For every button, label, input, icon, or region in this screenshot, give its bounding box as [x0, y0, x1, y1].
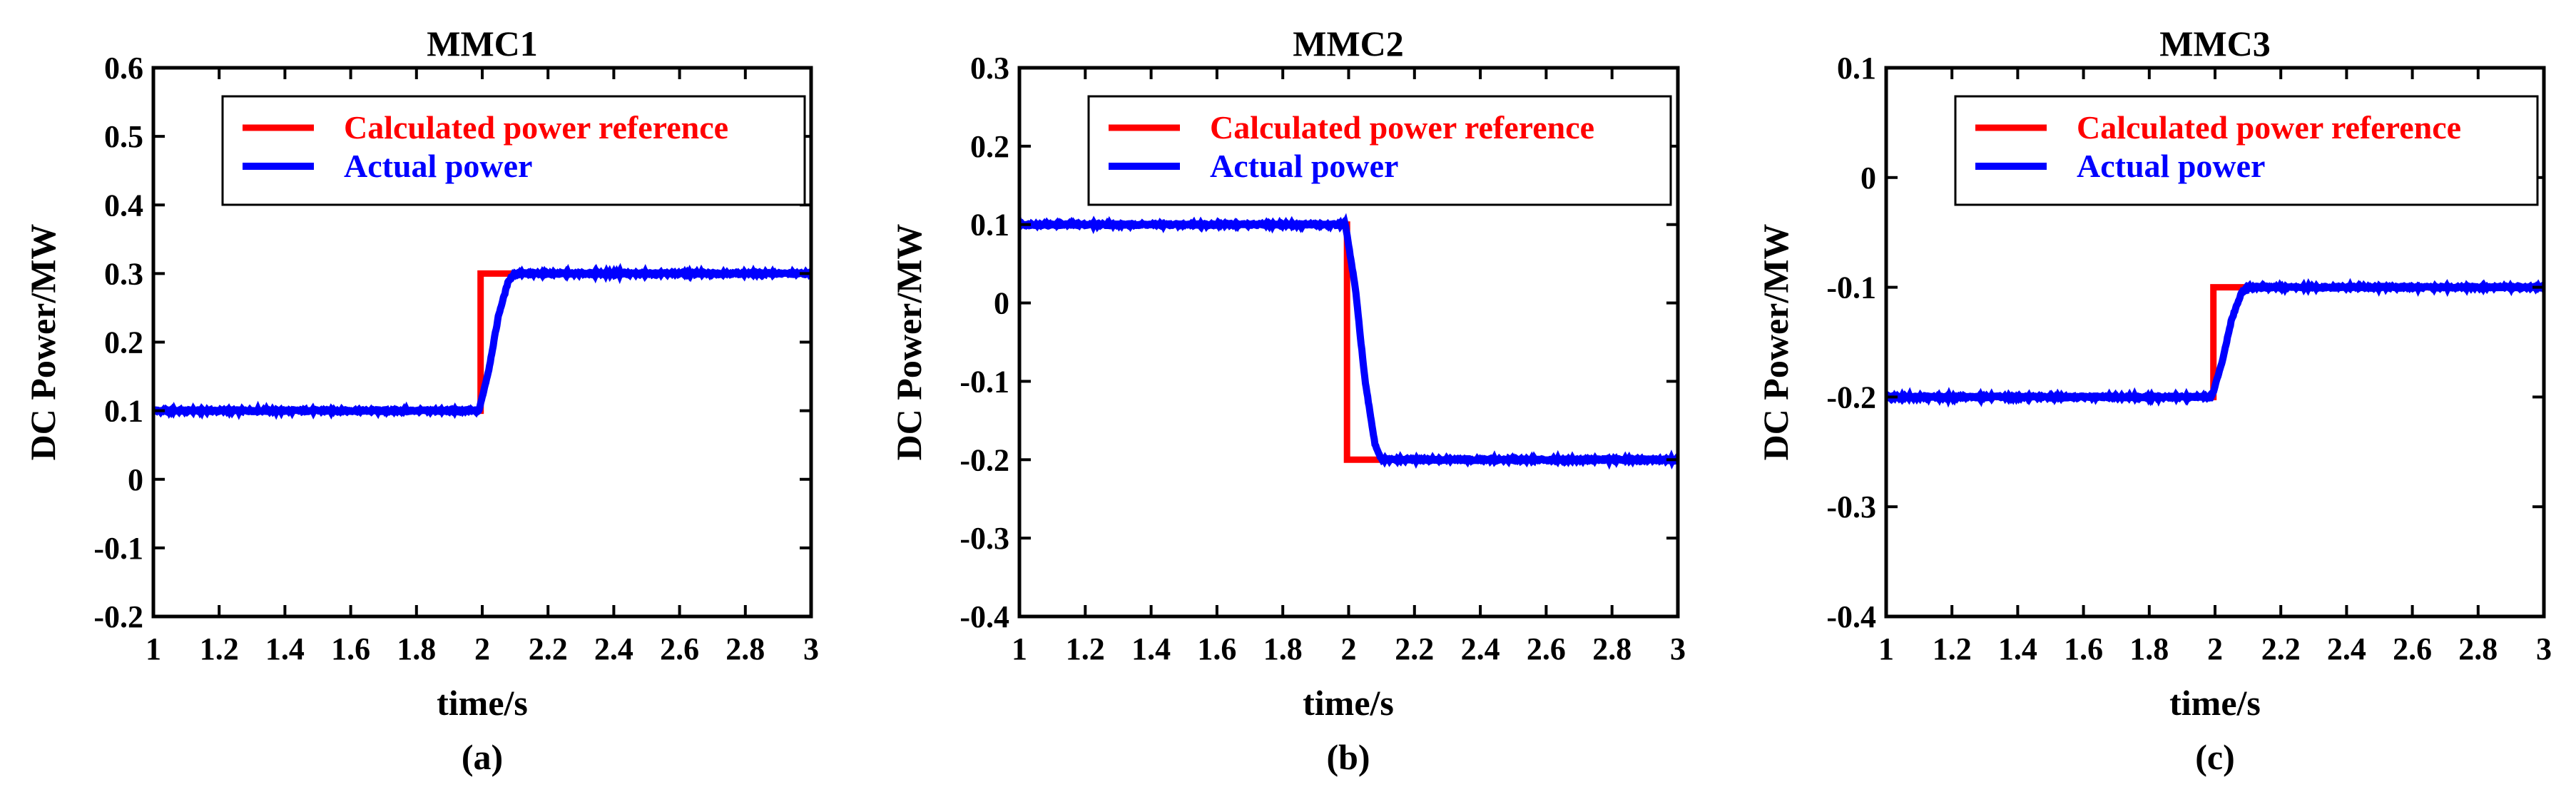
- x-tick-label: 2.6: [1527, 631, 1566, 666]
- panel-label: (a): [462, 737, 503, 777]
- chart-title: MMC2: [1293, 24, 1404, 64]
- x-tick-label: 2: [2207, 631, 2223, 666]
- x-tick-label: 2.8: [1592, 631, 1631, 666]
- series-line-actual: [1019, 213, 1678, 470]
- x-tick-label: 1.8: [2129, 631, 2169, 666]
- panel-label: (c): [2195, 737, 2235, 777]
- y-tick-label: -0.4: [1826, 599, 1876, 634]
- y-tick-label: -0.3: [1826, 489, 1876, 524]
- x-tick-label: 1.8: [1263, 631, 1303, 666]
- y-tick-label: 0.3: [104, 256, 143, 291]
- x-tick-label: 2.2: [529, 631, 568, 666]
- x-tick-label: 1.6: [1197, 631, 1236, 666]
- x-tick-label: 1.2: [1933, 631, 1972, 666]
- x-tick-label: 1.4: [1998, 631, 2037, 666]
- x-tick-label: 2.4: [594, 631, 633, 666]
- y-tick-label: 0.5: [104, 119, 143, 154]
- series-line-actual: [153, 263, 811, 420]
- y-tick-label: 0.1: [970, 208, 1009, 243]
- y-tick-label: -0.2: [1826, 380, 1876, 415]
- y-tick-label: -0.2: [93, 599, 143, 634]
- legend-label: Calculated power reference: [344, 109, 728, 146]
- x-tick-label: 1.6: [2064, 631, 2103, 666]
- legend-label: Actual power: [1210, 148, 1398, 184]
- x-tick-label: 2.4: [2327, 631, 2366, 666]
- x-tick-label: 1.8: [397, 631, 436, 666]
- y-tick-label: -0.3: [959, 521, 1009, 556]
- y-tick-label: 0: [128, 462, 143, 497]
- y-tick-label: 0.1: [104, 394, 143, 429]
- x-tick-label: 2.4: [1461, 631, 1500, 666]
- panel-label: (b): [1326, 737, 1370, 777]
- y-axis-label: DC Power/MW: [23, 224, 63, 461]
- chart-panel-1: 1 1.2 1.4 1.6 1.8 2 2.2 2.4 2.6 2.8 3 -0.2 -0.1 0 0.1 0…: [23, 24, 819, 777]
- y-tick-label: 0.2: [970, 129, 1009, 164]
- x-tick-label: 1: [146, 631, 161, 666]
- legend-box: [1087, 95, 1672, 206]
- x-tick-label: 1.2: [1066, 631, 1105, 666]
- legend-box: [221, 95, 806, 206]
- x-axis-label: time/s: [1303, 683, 1394, 723]
- y-axis-label: DC Power/MW: [1756, 224, 1796, 461]
- y-axis-label: DC Power/MW: [889, 224, 929, 461]
- x-tick-label: 1.4: [1131, 631, 1171, 666]
- x-axis-label: time/s: [437, 683, 528, 723]
- x-tick-label: 2.2: [1395, 631, 1434, 666]
- x-tick-label: 2.8: [2458, 631, 2498, 666]
- y-tick-label: 0.2: [104, 325, 143, 360]
- x-tick-label: 2.8: [726, 631, 765, 666]
- x-tick-label: 2.2: [2261, 631, 2301, 666]
- x-tick-label: 2.6: [660, 631, 699, 666]
- x-tick-label: 2: [1341, 631, 1357, 666]
- x-tick-label: 3: [2536, 631, 2552, 666]
- y-tick-label: -0.1: [959, 364, 1009, 399]
- y-tick-label: 0: [994, 286, 1009, 321]
- y-tick-label: -0.1: [93, 531, 143, 566]
- y-tick-label: -0.1: [1826, 270, 1876, 305]
- chart-panel-3: 1 1.2 1.4 1.6 1.8 2 2.2 2.4 2.6 2.8 3 -0.4 -0.3 -0.2 -…: [1756, 24, 2552, 777]
- chart-panel-2: 1 1.2 1.4 1.6 1.8 2 2.2 2.4 2.6 2.8 3 -0.4 -0.3 -0.2 -…: [889, 24, 1686, 777]
- chart-title: MMC3: [2159, 24, 2271, 64]
- y-tick-label: -0.2: [959, 442, 1009, 477]
- x-tick-label: 1.2: [200, 631, 239, 666]
- series-line-actual: [1886, 278, 2544, 408]
- x-tick-label: 3: [1670, 631, 1686, 666]
- y-tick-label: 0.4: [104, 188, 143, 223]
- x-tick-label: 1.6: [331, 631, 370, 666]
- y-tick-label: 0.3: [970, 51, 1009, 86]
- x-tick-label: 2.6: [2393, 631, 2432, 666]
- chart-title: MMC1: [427, 24, 538, 64]
- legend-label: Actual power: [344, 148, 532, 184]
- legend-label: Actual power: [2077, 148, 2265, 184]
- y-tick-label: 0.1: [1837, 51, 1876, 86]
- x-tick-label: 3: [803, 631, 819, 666]
- x-tick-label: 1: [1012, 631, 1027, 666]
- x-tick-label: 1: [1878, 631, 1894, 666]
- legend-label: Calculated power reference: [1210, 109, 1594, 146]
- y-tick-label: 0.6: [104, 51, 143, 86]
- legend-label: Calculated power reference: [2077, 109, 2461, 146]
- y-tick-label: -0.4: [959, 599, 1009, 634]
- x-tick-label: 1.4: [265, 631, 305, 666]
- legend-box: [1954, 95, 2539, 206]
- y-tick-label: 0: [1860, 161, 1876, 196]
- x-axis-label: time/s: [2169, 683, 2261, 723]
- x-tick-label: 2: [474, 631, 490, 666]
